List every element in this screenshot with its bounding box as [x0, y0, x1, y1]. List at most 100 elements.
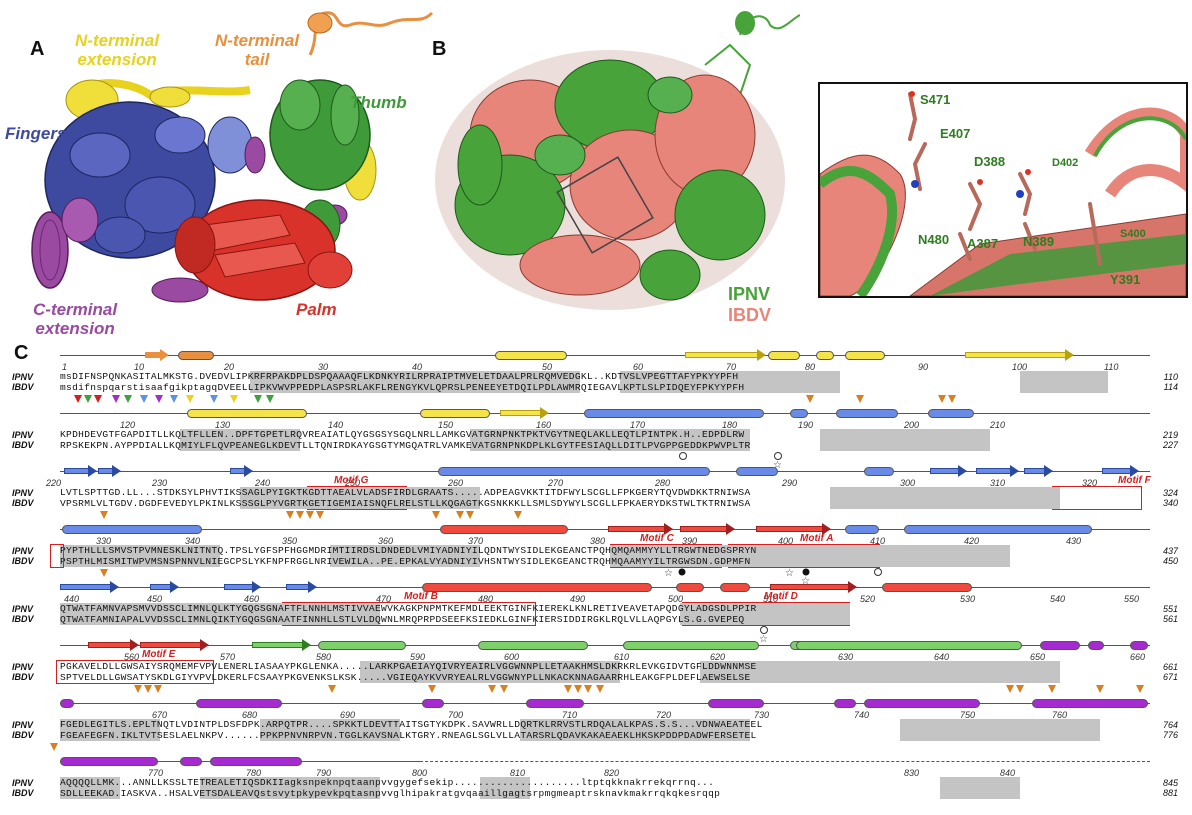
- residue-number: 20: [224, 362, 235, 372]
- active-site-zoom-image: [820, 91, 1186, 296]
- residue-number: 320: [1082, 478, 1098, 488]
- alignment-block-3: 220 230 240 250 260 270 280 290 300 310 …: [0, 464, 1192, 525]
- residue-number: 70: [726, 362, 737, 372]
- label-palm: Palm: [296, 300, 337, 319]
- residue-number: 660: [1130, 652, 1146, 662]
- motif-e-label: Motif E: [142, 649, 176, 660]
- residue-number: 730: [754, 710, 770, 720]
- end-number: 324: [1162, 488, 1178, 498]
- residue-label: S471: [920, 92, 951, 107]
- alignment-block-1: 1 10 20 30 40 50 60 70 80 90 100 110 IPN…: [0, 348, 1192, 409]
- residue-number: 90: [918, 362, 929, 372]
- active-site-inset: S471 E407 D388 D402 N480 A387 N389 S400 …: [818, 82, 1188, 298]
- residue-number: 430: [1066, 536, 1082, 546]
- residue-number: 710: [562, 710, 578, 720]
- ibdv-sequence: QTWATFAMNIAPALVVDSSCLIMNLQIKTYGQGSGNAATF…: [60, 614, 745, 625]
- end-number: 219: [1162, 430, 1178, 440]
- residue-number: 310: [990, 478, 1006, 488]
- residue-number: 700: [448, 710, 464, 720]
- motif-g-label: Motif G: [334, 475, 369, 486]
- residue-label: N389: [1023, 234, 1055, 249]
- residue-number: 280: [655, 478, 671, 488]
- label-c-terminal-extension: C-terminal extension: [33, 300, 118, 338]
- residue-number: 120: [120, 420, 136, 430]
- residue-number: 830: [904, 768, 920, 778]
- ibdv-sequence: msdifnspqarstisaafgikptagqDVEELLIPKVWVPP…: [60, 382, 745, 393]
- residue-number: 510: [763, 594, 779, 604]
- species-label: IPNV: [12, 430, 34, 440]
- residue-number: 340: [185, 536, 201, 546]
- rdrp-structure-domains-image: [31, 11, 434, 303]
- conservation-markers: ☆: [679, 452, 782, 471]
- residue-number: 540: [1050, 594, 1066, 604]
- residue-number: 290: [782, 478, 798, 488]
- residue-number: 180: [722, 420, 738, 430]
- species-label: IBDV: [12, 382, 34, 392]
- residue-number: 50: [542, 362, 553, 372]
- species-label: IBDV: [12, 498, 34, 508]
- ipnv-sequence: FGEDLEGITLS.EPLTNQTLVDINTPLDSFDPK.ARPQTP…: [60, 719, 763, 730]
- residue-number: 450: [147, 594, 163, 604]
- residue-number: 160: [536, 420, 552, 430]
- residue-number: 670: [152, 710, 168, 720]
- ibdv-sequence: SPTVELDLLGWSATYSKDLGIYVPVLDKERLFCSAAYPKG…: [60, 672, 751, 683]
- alignment-block-6: 560 570 580 590 600 610 620 630 640 650 …: [0, 638, 1192, 699]
- ibdv-sequence: PSPTHLMISMITWPVMSNSPNNVLNIEGCPSLYKFNPFRG…: [60, 556, 751, 567]
- label-n-terminal-tail: N-terminal tail: [215, 31, 300, 69]
- residue-number: 550: [1124, 594, 1140, 604]
- residue-number: 400: [778, 536, 794, 546]
- conservation-markers: [100, 511, 522, 519]
- residue-number: 110: [1104, 362, 1119, 372]
- residue-number: 330: [96, 536, 112, 546]
- species-label: IPNV: [12, 778, 34, 788]
- motif-d-label: Motif D: [764, 591, 798, 602]
- alignment-block-4: 330 340 350 360 370 380 390 400 410 420 …: [0, 522, 1192, 587]
- residue-number: 30: [318, 362, 329, 372]
- svg-text:☆: ☆: [801, 576, 810, 587]
- residue-number: 770: [148, 768, 164, 778]
- species-label: IBDV: [12, 556, 34, 566]
- label-fingers: Fingers: [5, 124, 67, 143]
- residue-number: 720: [656, 710, 672, 720]
- sequence-alignment: 1 10 20 30 40 50 60 70 80 90 100 110 IPN…: [0, 343, 1192, 800]
- ipnv-sequence: KPDHDEVGTFGAPDITLLKQLTFLLEN..DPFTGPETLRQ…: [60, 429, 745, 440]
- residue-number: 210: [990, 420, 1006, 430]
- ibdv-sequence: RPSKEKPN.AYPPDIALLKQMIYLFLQVPEANEGLKDEVT…: [60, 440, 751, 451]
- species-label: IPNV: [12, 720, 34, 730]
- conservation-markers: [50, 743, 58, 751]
- residue-number: 420: [964, 536, 980, 546]
- residue-number: 220: [46, 478, 62, 488]
- legend-ipnv: IPNV: [728, 284, 771, 304]
- residue-number: 380: [590, 536, 606, 546]
- end-number: 776: [1162, 730, 1178, 740]
- end-number: 114: [1163, 382, 1178, 392]
- residue-number: 640: [934, 652, 950, 662]
- residue-number: 810: [510, 768, 526, 778]
- species-label: IBDV: [12, 440, 34, 450]
- ipnv-sequence: msDIFNSPQNKASITALMKSTG.DVEDVLIPKRFRPAKDP…: [60, 371, 739, 382]
- residue-number: 480: [478, 594, 494, 604]
- residue-number: 40: [412, 362, 423, 372]
- conservation-markers: ☆ ☆ ☆: [100, 568, 882, 587]
- end-number: 227: [1162, 440, 1178, 450]
- residue-number: 130: [215, 420, 231, 430]
- conservation-markers: [134, 685, 1144, 693]
- residue-number: 150: [438, 420, 454, 430]
- residue-label: S400: [1120, 228, 1146, 240]
- end-number: 764: [1162, 720, 1178, 730]
- end-number: 661: [1162, 662, 1178, 672]
- residue-label: D388: [974, 154, 1006, 169]
- residue-number: 370: [468, 536, 484, 546]
- legend-ibdv: IBDV: [728, 305, 772, 325]
- motif-c-label: Motif C: [640, 533, 674, 544]
- conservation-markers: ☆: [759, 626, 768, 645]
- ipnv-sequence: AQQQQLLMK...ANNLLKSSLTETREALETIQSDKIIagk…: [60, 777, 715, 788]
- species-label: IBDV: [12, 788, 34, 798]
- species-label: IBDV: [12, 672, 34, 682]
- residue-label: D402: [1052, 157, 1079, 169]
- species-label: IPNV: [12, 604, 34, 614]
- motif-f-box-continued: [50, 544, 64, 568]
- residue-number: 500: [668, 594, 684, 604]
- residue-label: A387: [967, 236, 999, 251]
- end-number: 881: [1162, 788, 1178, 798]
